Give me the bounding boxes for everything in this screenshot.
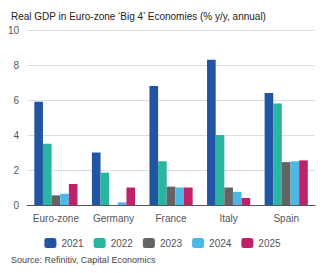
svg-text:2021: 2021 [61, 238, 84, 249]
svg-text:6: 6 [14, 95, 20, 106]
svg-text:France: France [155, 213, 187, 224]
svg-text:4: 4 [14, 130, 20, 141]
svg-text:2024: 2024 [209, 238, 232, 249]
svg-text:0: 0 [14, 200, 20, 211]
svg-text:2025: 2025 [258, 238, 281, 249]
svg-text:2022: 2022 [111, 238, 134, 249]
svg-text:2023: 2023 [160, 238, 183, 249]
svg-text:Spain: Spain [273, 213, 299, 224]
svg-text:Euro-zone: Euro-zone [33, 213, 80, 224]
svg-text:Source: Refinitiv, Capital Eco: Source: Refinitiv, Capital Economics [11, 255, 156, 265]
svg-text:Germany: Germany [93, 213, 134, 224]
svg-text:2: 2 [14, 165, 20, 176]
svg-text:Italy: Italy [219, 213, 237, 224]
svg-text:10: 10 [8, 25, 20, 36]
svg-text:8: 8 [14, 60, 20, 71]
svg-text:Real GDP in Euro-zone ‘Big 4’: Real GDP in Euro-zone ‘Big 4’ Economies … [11, 11, 266, 22]
